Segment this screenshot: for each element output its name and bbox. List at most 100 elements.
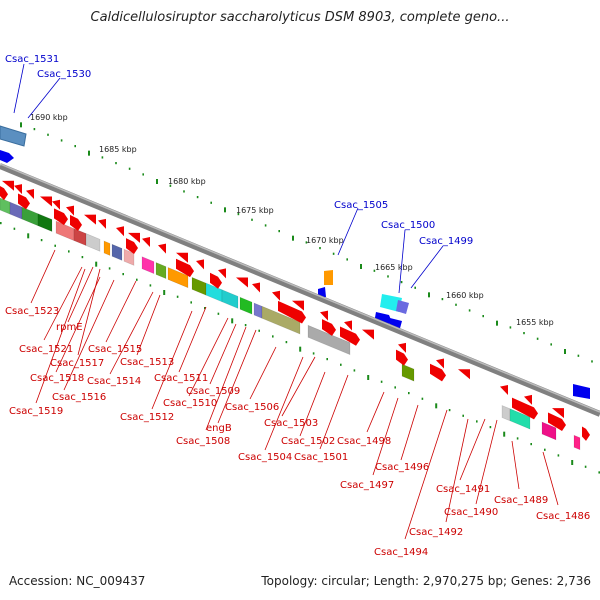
gene-label[interactable]: Csac_1490 (444, 507, 498, 518)
gene-arrow-red[interactable] (128, 232, 140, 243)
gene-label[interactable]: Csac_1499 (419, 236, 473, 247)
gene-label[interactable]: rpmE (56, 322, 83, 333)
gene-arrow-red[interactable] (252, 282, 260, 293)
gene-block-red[interactable] (126, 238, 138, 255)
gene-label[interactable]: Csac_1509 (186, 386, 240, 397)
gene-csac-1499[interactable] (396, 300, 409, 314)
gene-block[interactable] (501, 405, 511, 422)
gene-block[interactable] (239, 296, 253, 315)
gene-arrow-red[interactable] (142, 237, 150, 247)
gene-block[interactable] (155, 262, 167, 280)
gene-label[interactable]: Csac_1501 (294, 452, 348, 463)
gene-arrow-red[interactable] (52, 199, 60, 210)
gene-arrow-red[interactable] (320, 310, 328, 321)
gene-arrow-red[interactable] (66, 205, 74, 216)
gene-block-red[interactable] (0, 186, 8, 201)
gene-arrow-red[interactable] (98, 218, 106, 229)
gene-arrow-red[interactable] (218, 268, 226, 279)
gene-label[interactable]: Csac_1523 (5, 306, 59, 317)
gene-arrow-red[interactable] (26, 189, 34, 200)
gene-csac-1531[interactable] (0, 125, 27, 147)
gene-label[interactable]: Csac_1511 (154, 373, 208, 384)
gene-block-red[interactable] (210, 272, 222, 289)
gene-block[interactable] (261, 305, 301, 335)
gene-block-red[interactable] (340, 326, 360, 346)
gene-arrow-red[interactable] (2, 180, 14, 191)
gene-label[interactable]: Csac_1500 (381, 220, 435, 231)
gene-label[interactable]: Csac_1503 (264, 418, 318, 429)
gene-block[interactable] (191, 276, 207, 296)
gene-arrow-red[interactable] (524, 394, 532, 405)
gene-block-red[interactable] (70, 214, 82, 231)
gene-block[interactable] (111, 243, 123, 261)
gene-label[interactable]: Csac_1504 (238, 452, 292, 463)
gene-label[interactable]: Csac_1521 (19, 344, 73, 355)
gene-arrow-red[interactable] (398, 342, 406, 353)
gene-label[interactable]: Csac_1508 (176, 436, 230, 447)
gene-label[interactable]: Csac_1486 (536, 511, 590, 522)
gene-block-red[interactable] (430, 363, 446, 382)
gene-block-red[interactable] (278, 300, 306, 324)
gene-label[interactable]: Csac_1492 (409, 527, 463, 538)
gene-arrow-red[interactable] (272, 290, 280, 301)
gene-arrow-red[interactable] (196, 259, 204, 270)
gene-block[interactable] (307, 324, 351, 356)
gene-arrow-red[interactable] (436, 358, 444, 369)
gene-label[interactable]: Csac_1496 (375, 462, 429, 473)
gene-block[interactable] (167, 266, 189, 289)
gene-block[interactable] (73, 228, 87, 246)
gene-block[interactable] (123, 248, 135, 266)
gene-arrow-red[interactable] (84, 214, 96, 225)
gene-label[interactable]: Csac_1530 (37, 69, 91, 80)
gene-block[interactable] (253, 302, 263, 319)
gene-label[interactable]: Csac_1515 (88, 344, 142, 355)
gene-arrow-red[interactable] (362, 329, 374, 340)
gene-block-red[interactable] (322, 319, 336, 336)
gene-block[interactable] (37, 213, 53, 232)
gene-block[interactable] (509, 408, 531, 430)
gene-arrow-red[interactable] (176, 252, 188, 263)
gene-label[interactable]: Csac_1519 (9, 406, 63, 417)
gene-arrow-red[interactable] (292, 300, 304, 311)
gene-arrow-red[interactable] (552, 408, 564, 419)
gene-label[interactable]: Csac_1531 (5, 54, 59, 65)
gene-block-red[interactable] (582, 426, 590, 441)
gene-arrow-red[interactable] (158, 243, 166, 254)
gene-block[interactable] (0, 197, 11, 215)
gene-block[interactable] (103, 240, 111, 256)
gene-block[interactable] (85, 233, 101, 252)
gene-arrow-red[interactable] (236, 277, 248, 288)
gene-block-red[interactable] (396, 349, 408, 366)
gene-arrow-blue[interactable] (0, 150, 14, 163)
gene-arrow-red[interactable] (14, 184, 22, 195)
gene-label[interactable]: Csac_1506 (225, 402, 279, 413)
gene-label[interactable]: Csac_1518 (30, 373, 84, 384)
gene-block-red[interactable] (18, 193, 30, 210)
gene-label[interactable]: Csac_1489 (494, 495, 548, 506)
gene-label[interactable]: Csac_1512 (120, 412, 174, 423)
gene-block[interactable] (221, 289, 239, 309)
gene-label[interactable]: Csac_1514 (87, 376, 141, 387)
gene-arrow-red[interactable] (40, 196, 52, 207)
gene-block[interactable] (21, 206, 39, 227)
gene-arrow-red[interactable] (458, 369, 470, 380)
gene-arrow-red[interactable] (500, 384, 508, 395)
gene-label[interactable]: engB (206, 423, 232, 434)
gene-block-red[interactable] (54, 208, 68, 226)
gene-block-red[interactable] (548, 412, 566, 431)
gene-block[interactable] (141, 256, 155, 275)
gene-arrow-red[interactable] (116, 226, 124, 237)
gene-label[interactable]: Csac_1497 (340, 480, 394, 491)
gene-block-red[interactable] (176, 258, 194, 278)
gene-csac-1500[interactable] (380, 294, 402, 312)
gene-label[interactable]: Csac_1510 (163, 398, 217, 409)
gene-label[interactable]: Csac_1502 (281, 436, 335, 447)
gene-label[interactable]: Csac_1491 (436, 484, 490, 495)
gene-label[interactable]: Csac_1513 (120, 357, 174, 368)
gene-arrow-blue[interactable] (573, 384, 590, 399)
gene-label[interactable]: Csac_1505 (334, 200, 388, 211)
gene-label[interactable]: Csac_1494 (374, 547, 428, 558)
gene-label[interactable]: Csac_1498 (337, 436, 391, 447)
gene-block[interactable] (401, 363, 415, 382)
gene-block[interactable] (573, 434, 581, 451)
